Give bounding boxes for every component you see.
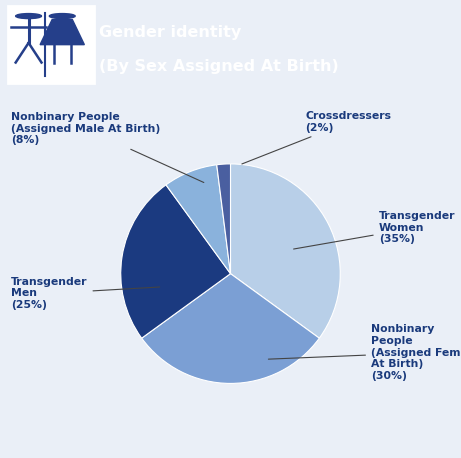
Text: Gender identity: Gender identity bbox=[99, 25, 242, 40]
Wedge shape bbox=[166, 165, 230, 273]
Text: Crossdressers
(2%): Crossdressers (2%) bbox=[242, 111, 391, 164]
Wedge shape bbox=[230, 164, 340, 338]
Wedge shape bbox=[142, 273, 319, 383]
Text: Nonbinary People
(Assigned Male At Birth)
(8%): Nonbinary People (Assigned Male At Birth… bbox=[11, 112, 204, 182]
Circle shape bbox=[49, 14, 75, 19]
Text: Transgender
Women
(35%): Transgender Women (35%) bbox=[294, 211, 455, 249]
Circle shape bbox=[16, 14, 41, 19]
Wedge shape bbox=[217, 164, 230, 273]
Polygon shape bbox=[40, 20, 84, 45]
FancyBboxPatch shape bbox=[8, 6, 94, 83]
Text: (By Sex Assigned At Birth): (By Sex Assigned At Birth) bbox=[99, 59, 339, 74]
Text: Transgender
Men
(25%): Transgender Men (25%) bbox=[11, 277, 160, 310]
Text: Nonbinary
People
(Assigned Female
At Birth)
(30%): Nonbinary People (Assigned Female At Bir… bbox=[268, 324, 461, 381]
Wedge shape bbox=[121, 185, 230, 338]
